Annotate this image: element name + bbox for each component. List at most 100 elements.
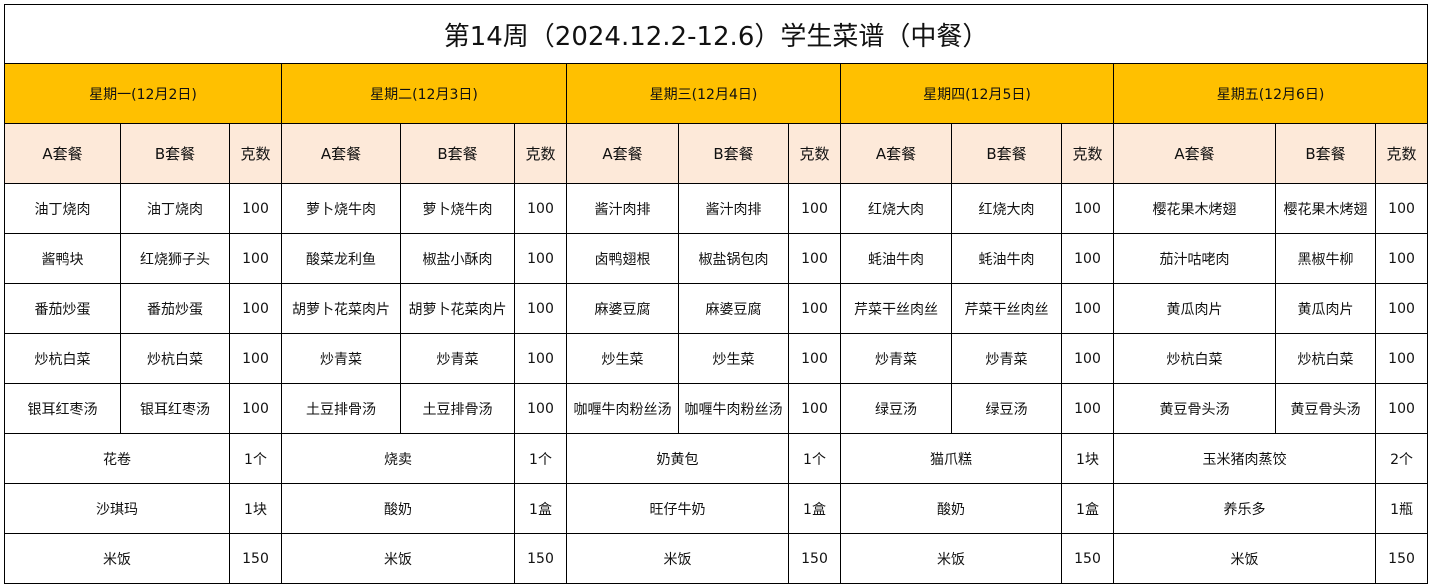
extra-row: 米饭 150 米饭 150 米饭 150 米饭 150 米饭 150 [4,533,1429,584]
dish-row: 番茄炒蛋 番茄炒蛋 100 胡萝卜花菜肉片 胡萝卜花菜肉片 100 麻婆豆腐 麻婆豆腐 100 芹… [4,283,1429,334]
extra-item: 玉米猪肉蒸饺 [1113,433,1376,484]
set-a-dish: 蚝油牛肉 [840,233,952,284]
grams-header: 克数 [788,123,841,184]
set-b-header: B套餐 [120,123,230,184]
extra-quantity: 1瓶 [1374,483,1429,534]
dish-grams: 100 [788,283,841,334]
set-a-dish: 银耳红枣汤 [4,383,121,434]
grams-header: 克数 [1061,123,1114,184]
set-b-dish: 蚝油牛肉 [951,233,1062,284]
grams-header: 克数 [1374,123,1429,184]
dish-grams: 100 [229,183,282,234]
dish-grams: 100 [1061,383,1114,434]
dish-grams: 100 [1061,183,1114,234]
day-header: 星期五(12月6日) [1112,63,1429,124]
set-a-dish: 咖喱牛肉粉丝汤 [566,383,679,434]
dish-row: 油丁烧肉 油丁烧肉 100 萝卜烧牛肉 萝卜烧牛肉 100 酱汁肉排 酱汁肉排 100 红烧大肉红… [4,183,1429,234]
dish-grams: 100 [1374,233,1429,284]
set-a-dish: 卤鸭翅根 [566,233,679,284]
extra-item: 旺仔牛奶 [566,483,789,534]
extra-item: 酸奶 [840,483,1062,534]
set-a-dish: 土豆排骨汤 [281,383,401,434]
dish-grams: 100 [788,183,841,234]
set-b-dish: 麻婆豆腐 [678,283,789,334]
dish-row: 炒杭白菜 炒杭白菜 100 炒青菜 炒青菜 100 炒生菜 炒生菜 100 炒青菜 炒青菜 100 炒杭… [4,333,1429,384]
set-b-dish: 红烧大肉 [951,183,1062,234]
dish-grams: 100 [1061,333,1114,384]
dish-grams: 100 [788,333,841,384]
dish-grams: 100 [514,233,567,284]
title-row: 第14周（2024.12.2-12.6）学生菜谱（中餐） [3,4,1429,64]
dish-row: 银耳红枣汤 银耳红枣汤 100 土豆排骨汤 土豆排骨汤 100 咖喱牛肉粉丝汤 咖喱牛肉粉丝汤… [4,383,1429,434]
set-a-dish: 黄瓜肉片 [1113,283,1276,334]
extra-quantity: 2个 [1374,433,1429,484]
set-a-dish: 番茄炒蛋 [4,283,121,334]
dish-grams: 100 [1374,383,1429,434]
set-b-dish: 芹菜干丝肉丝 [951,283,1062,334]
menu-table: 第14周（2024.12.2-12.6）学生菜谱（中餐） 星期一(12月2日) 星期… [3,4,1429,584]
set-a-header: A套餐 [566,123,679,184]
set-b-dish: 酱汁肉排 [678,183,789,234]
set-b-dish: 咖喱牛肉粉丝汤 [678,383,789,434]
set-a-dish: 酱鸭块 [4,233,121,284]
extra-item: 米饭 [566,533,789,584]
dish-grams: 100 [788,233,841,284]
set-a-header: A套餐 [281,123,401,184]
extra-quantity: 150 [1061,533,1114,584]
dish-row: 酱鸭块 红烧狮子头 100 酸菜龙利鱼 椒盐小酥肉 100 卤鸭翅根 椒盐锅包肉 100 蚝油牛肉… [4,233,1429,284]
set-a-dish: 绿豆汤 [840,383,952,434]
extra-quantity: 1个 [788,433,841,484]
set-a-dish: 酸菜龙利鱼 [281,233,401,284]
extra-item: 米饭 [4,533,230,584]
dish-grams: 100 [514,383,567,434]
set-b-dish: 萝卜烧牛肉 [400,183,515,234]
set-b-dish: 炒杭白菜 [120,333,230,384]
extra-quantity: 1盒 [788,483,841,534]
extra-item: 米饭 [281,533,515,584]
set-b-dish: 黄瓜肉片 [1275,283,1376,334]
set-b-dish: 红烧狮子头 [120,233,230,284]
dish-grams: 100 [1061,283,1114,334]
set-b-dish: 番茄炒蛋 [120,283,230,334]
day-header-row: 星期一(12月2日) 星期二(12月3日) 星期三(12月4日) 星期四(12月5日)… [4,63,1429,124]
extra-quantity: 1块 [1061,433,1114,484]
set-a-dish: 胡萝卜花菜肉片 [281,283,401,334]
day-header: 星期二(12月3日) [281,63,567,124]
set-a-dish: 炒青菜 [281,333,401,384]
extra-quantity: 150 [514,533,567,584]
set-b-dish: 炒青菜 [951,333,1062,384]
extra-quantity: 1盒 [514,483,567,534]
set-b-dish: 炒杭白菜 [1275,333,1376,384]
set-b-header: B套餐 [951,123,1062,184]
set-b-dish: 樱花果木烤翅 [1275,183,1376,234]
dish-grams: 100 [229,333,282,384]
set-b-dish: 椒盐小酥肉 [400,233,515,284]
set-b-dish: 银耳红枣汤 [120,383,230,434]
extra-item: 米饭 [1113,533,1376,584]
extra-quantity: 150 [229,533,282,584]
set-a-dish: 炒杭白菜 [4,333,121,384]
extra-quantity: 1块 [229,483,282,534]
dish-grams: 100 [229,233,282,284]
grams-header: 克数 [514,123,567,184]
set-b-header: B套餐 [1275,123,1376,184]
set-a-dish: 黄豆骨头汤 [1113,383,1276,434]
set-b-dish: 炒生菜 [678,333,789,384]
extra-item: 酸奶 [281,483,515,534]
set-b-dish: 土豆排骨汤 [400,383,515,434]
extra-item: 奶黄包 [566,433,789,484]
day-header: 星期一(12月2日) [4,63,282,124]
dish-grams: 100 [514,333,567,384]
set-b-header: B套餐 [678,123,789,184]
set-b-dish: 绿豆汤 [951,383,1062,434]
day-header: 星期四(12月5日) [840,63,1114,124]
extra-item: 烧卖 [281,433,515,484]
set-a-dish: 酱汁肉排 [566,183,679,234]
extra-quantity: 1盒 [1061,483,1114,534]
set-a-dish: 樱花果木烤翅 [1113,183,1276,234]
set-b-dish: 椒盐锅包肉 [678,233,789,284]
dish-grams: 100 [1061,233,1114,284]
set-a-header: A套餐 [840,123,952,184]
extra-quantity: 150 [788,533,841,584]
extra-quantity: 1个 [229,433,282,484]
